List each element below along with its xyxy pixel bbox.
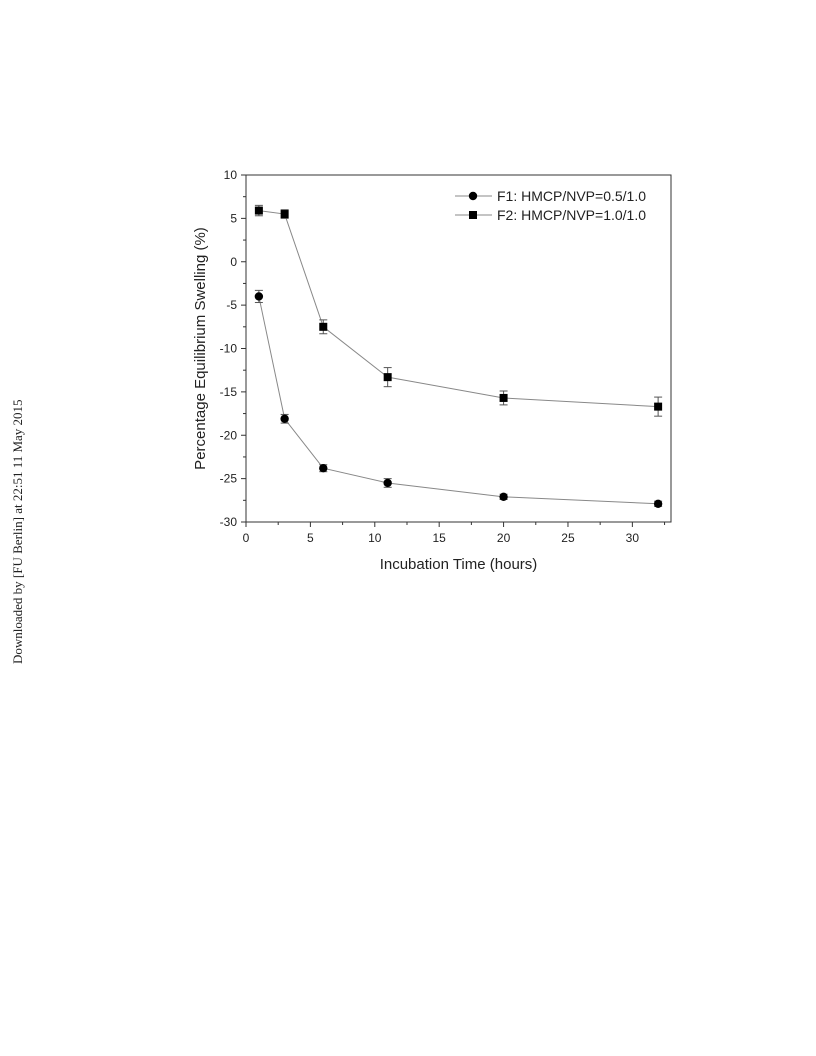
- series-1: [254, 289, 663, 508]
- y-tick-label: -5: [226, 298, 237, 312]
- legend-label: F1: HMCP/NVP=0.5/1.0: [497, 188, 646, 204]
- x-tick-label: 20: [497, 531, 511, 545]
- data-point-circle: [468, 191, 478, 201]
- data-point-square: [469, 211, 477, 219]
- data-point-circle: [383, 478, 392, 488]
- x-tick-label: 5: [307, 531, 314, 545]
- axis-ticks: 0 5 10 15 20 25 30 -30 -25 -20 -15 -10 -5 0 5 10: [220, 168, 666, 545]
- y-axis-title: Percentage Equilibrium Swelling (%): [192, 227, 209, 470]
- series-line: [258, 296, 659, 505]
- y-tick-label: -15: [220, 385, 238, 399]
- data-point-square: [383, 373, 392, 382]
- data-point-circle: [280, 414, 289, 423]
- y-tick-label: 5: [230, 211, 237, 225]
- y-tick-label: 10: [224, 168, 238, 182]
- data-series: [254, 204, 663, 508]
- data-point-circle: [653, 499, 663, 508]
- y-tick-label: -20: [220, 428, 238, 442]
- y-tick-label: -25: [220, 472, 238, 486]
- series-line: [258, 210, 659, 408]
- x-axis-title: Incubation Time (hours): [380, 556, 538, 573]
- series-2: [254, 204, 663, 417]
- y-tick-label: -30: [220, 515, 238, 529]
- data-point-circle: [499, 492, 508, 502]
- legend-item-1: F1: HMCP/NVP=0.5/1.0: [455, 188, 646, 204]
- data-point-circle: [319, 464, 328, 473]
- x-tick-label: 10: [368, 531, 382, 545]
- plot-area-border: [245, 174, 672, 523]
- x-tick-label: 25: [561, 531, 575, 545]
- data-point-square: [280, 210, 289, 219]
- y-tick-label: -10: [220, 342, 238, 356]
- x-tick-label: 15: [433, 531, 447, 545]
- data-point-square: [254, 206, 263, 215]
- x-tick-label: 30: [626, 531, 640, 545]
- y-tick-label: 0: [230, 255, 237, 269]
- x-tick-label: 0: [243, 531, 250, 545]
- data-point-square: [654, 402, 663, 411]
- legend: F1: HMCP/NVP=0.5/1.0 F2: HMCP/NVP=1.0/1.0: [455, 188, 646, 223]
- legend-label: F2: HMCP/NVP=1.0/1.0: [497, 207, 646, 223]
- data-point-circle: [254, 292, 264, 301]
- plot-frame: [245, 174, 672, 523]
- data-point-square: [319, 322, 328, 331]
- data-point-square: [499, 393, 508, 402]
- legend-item-2: F2: HMCP/NVP=1.0/1.0: [455, 207, 646, 223]
